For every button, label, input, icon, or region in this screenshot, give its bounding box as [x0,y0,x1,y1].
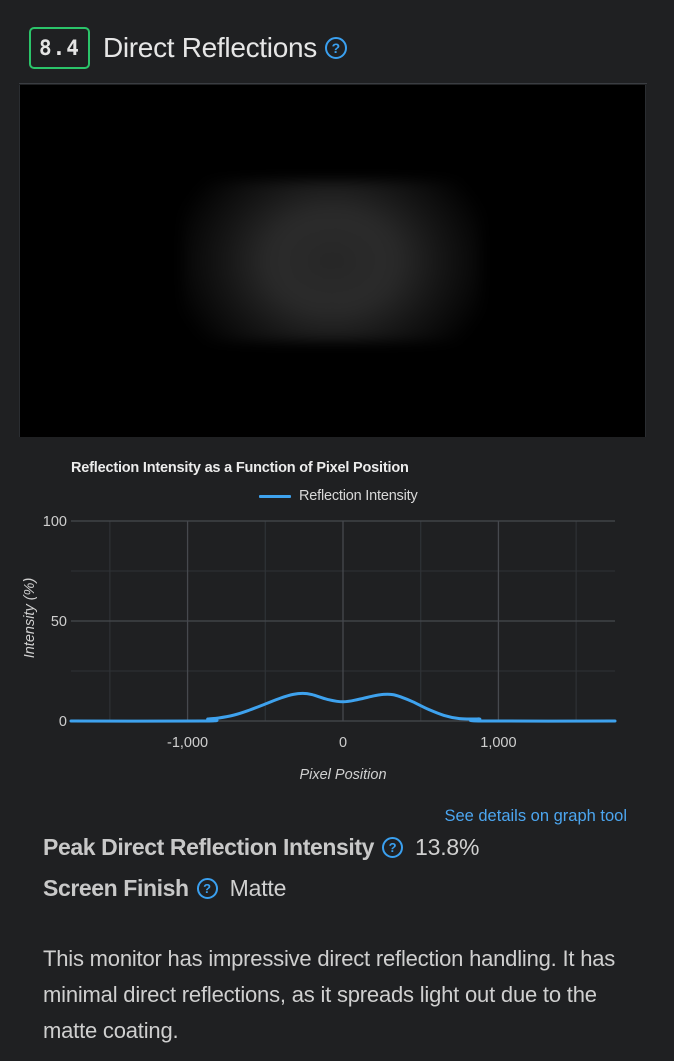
description-text: This monitor has impressive direct refle… [43,946,616,1043]
stat-label: Peak Direct Reflection Intensity [43,834,375,860]
y-tick-label: 50 [51,614,67,630]
section-header: 8.4 Direct Reflections ? [29,26,347,70]
score-badge: 8.4 [29,27,90,69]
x-tick-label: -1,000 [167,735,208,751]
graph-tool-link[interactable]: See details on graph tool [444,807,627,825]
stat-peak-reflection: Peak Direct Reflection Intensity ? 13.8% [43,834,479,861]
reflection-test-photo[interactable] [19,85,646,437]
y-axis-label: Intensity (%) [22,578,38,659]
stat-value: Matte [229,875,287,901]
header-divider [19,83,647,84]
x-axis-label: Pixel Position [299,767,386,783]
reflection-chart: Reflection Intensity as a Function of Pi… [0,445,674,795]
question-circle-icon[interactable]: ? [324,37,347,59]
legend-label: Reflection Intensity [299,488,418,504]
question-circle-icon[interactable]: ? [196,878,218,899]
x-tick-label: 0 [339,735,347,751]
chart-legend[interactable]: Reflection Intensity [259,488,418,504]
stat-screen-finish: Screen Finish ? Matte [43,875,286,902]
y-tick-label: 0 [59,714,67,730]
chart-ticks: -1,000 0 1,000 0 50 100 [43,514,517,751]
diffuse-reflection-glow [182,180,482,342]
stat-label: Screen Finish [43,875,189,901]
legend-line-marker [259,494,291,498]
chart-grid [71,520,615,722]
stat-value: 13.8% [415,834,480,860]
chart-title: Reflection Intensity as a Function of Pi… [71,460,409,476]
x-tick-label: 1,000 [480,735,516,751]
y-tick-label: 100 [43,514,67,530]
chart-plot: -1,000 0 1,000 0 50 100 Pixel Position Intens… [22,514,617,783]
section-title: Direct Reflections [102,32,317,63]
question-circle-icon[interactable]: ? [382,837,404,858]
series-line-reflection-intensity [69,691,617,723]
